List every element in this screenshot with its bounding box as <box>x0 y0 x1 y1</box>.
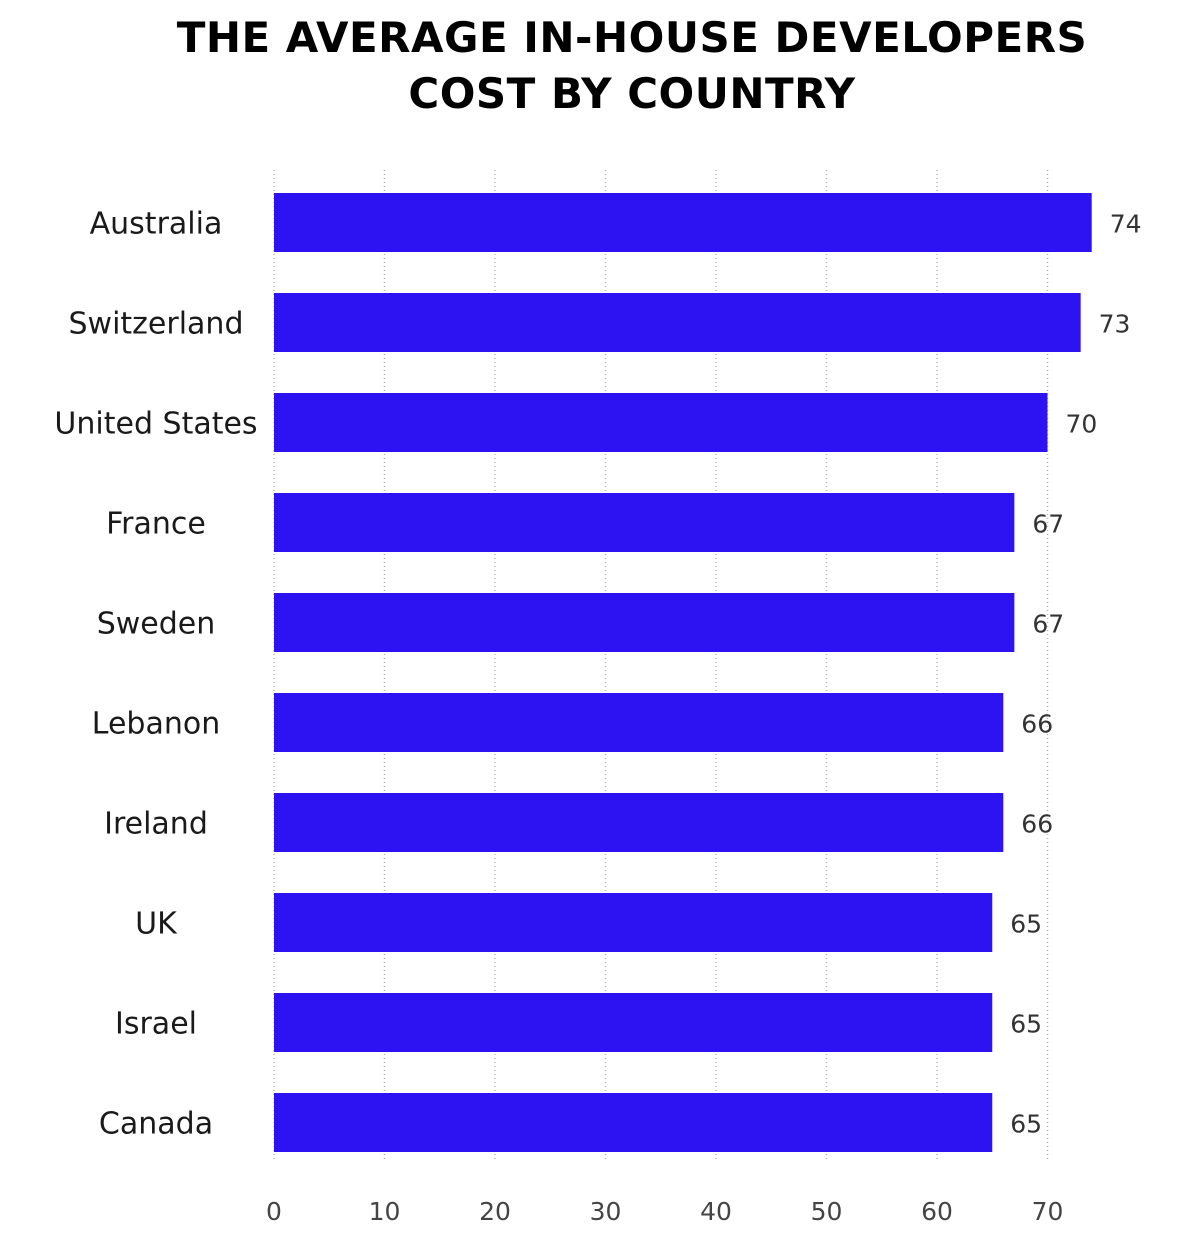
bar-australia <box>274 193 1092 252</box>
bar-sweden <box>274 593 1015 652</box>
category-label-canada: Canada <box>99 1107 213 1142</box>
bar-switzerland <box>274 293 1081 352</box>
value-label-united-states: 70 <box>1066 410 1098 439</box>
bars <box>274 193 1092 1152</box>
x-tick-label-20: 20 <box>479 1197 511 1226</box>
x-tick-label-30: 30 <box>590 1197 622 1226</box>
x-tick-label-40: 40 <box>700 1197 732 1226</box>
bar-ireland <box>274 793 1004 852</box>
value-label-france: 67 <box>1032 510 1064 539</box>
chart-title-line-1: THE AVERAGE IN-HOUSE DEVELOPERS <box>176 13 1088 62</box>
value-labels: 74 73 70 67 67 66 66 65 65 65 <box>1010 210 1141 1139</box>
category-label-sweden: Sweden <box>97 607 216 642</box>
x-tick-label-50: 50 <box>811 1197 843 1226</box>
value-label-ireland: 66 <box>1021 810 1053 839</box>
category-label-israel: Israel <box>115 1007 197 1042</box>
category-label-uk: UK <box>135 907 178 942</box>
value-label-israel: 65 <box>1010 1010 1042 1039</box>
value-label-lebanon: 66 <box>1021 710 1053 739</box>
x-axis-tick-labels: 0 10 20 30 40 50 60 70 <box>266 1197 1063 1226</box>
category-label-ireland: Ireland <box>104 807 208 842</box>
category-label-united-states: United States <box>54 407 257 442</box>
bar-france <box>274 493 1015 552</box>
bar-united-states <box>274 393 1048 452</box>
chart-title: THE AVERAGE IN-HOUSE DEVELOPERS COST BY … <box>0 10 1190 122</box>
chart-title-line-2: COST BY COUNTRY <box>408 69 856 118</box>
value-label-australia: 74 <box>1110 210 1142 239</box>
value-label-sweden: 67 <box>1032 610 1064 639</box>
category-label-australia: Australia <box>90 207 223 242</box>
value-label-uk: 65 <box>1010 910 1042 939</box>
x-tick-label-10: 10 <box>369 1197 401 1226</box>
bar-israel <box>274 993 993 1052</box>
x-tick-label-60: 60 <box>921 1197 953 1226</box>
bar-uk <box>274 893 993 952</box>
value-label-canada: 65 <box>1010 1110 1042 1139</box>
bar-canada <box>274 1093 993 1152</box>
category-label-switzerland: Switzerland <box>69 307 244 342</box>
bar-lebanon <box>274 693 1004 752</box>
category-labels: Australia Switzerland United States France S… <box>54 207 257 1142</box>
category-label-lebanon: Lebanon <box>92 707 220 742</box>
value-label-switzerland: 73 <box>1099 310 1131 339</box>
x-tick-label-70: 70 <box>1032 1197 1064 1226</box>
category-label-france: France <box>106 507 206 542</box>
x-tick-label-0: 0 <box>266 1197 282 1226</box>
